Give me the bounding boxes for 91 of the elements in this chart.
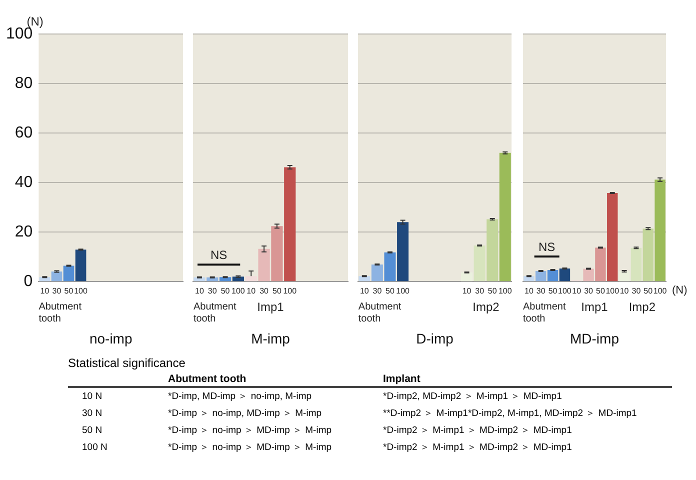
x-tick-label: 100 [283,286,298,296]
bar [499,152,511,282]
x-tick-label: 10 [360,286,370,296]
x-tick-label: 50 [644,286,654,296]
text: *D-imp2 ＞ M-imp1 ＞ MD-imp2 ＞ MD-imp1 [383,441,573,455]
x-tick-label: 100 [396,286,410,296]
x-axis-title: M-imp [251,330,290,346]
bar [371,264,383,282]
text: Statistical significance [68,356,186,370]
x-tick-label: 100 [232,286,246,296]
text: 100 N [81,441,108,455]
bar [654,180,666,282]
x-tick-label: 30 [584,286,594,296]
text: Abutment tooth [38,301,82,324]
x-tick-label: 100 [74,286,88,296]
x-tick-label: 30 [536,286,546,296]
x-tick-label: 10 [572,286,582,296]
bar [51,271,62,282]
bar [642,228,654,282]
text: *D-imp, MD-imp ＞ no-imp, M-imp [168,390,313,404]
bar [524,276,534,282]
bar [559,268,570,282]
x-tick-label: 100 [653,286,668,296]
x-tick-label: 10 [40,286,50,296]
x-axis-title: D-imp [416,330,454,346]
bar [630,248,642,282]
text: Implant [383,372,672,387]
x-tick-label: 30 [260,286,270,296]
text: *D-imp2, MD-imp2 ＞ M-imp1 ＞ MD-imp1 [383,390,563,404]
x-tick-label: 50 [272,286,282,296]
text: Imp2 [472,300,500,314]
text: Imp1 [257,300,284,314]
text: Imp2 [628,300,656,314]
y-axis-title: (N) [26,14,44,28]
text: 50 N [81,424,104,438]
x-tick-label: 10 [195,286,204,296]
text: (N) [672,284,688,297]
x-tick-label: 50 [386,286,395,296]
bar [547,270,558,282]
x-tick-label: 50 [220,286,230,296]
text: Abutment tooth [168,372,383,387]
bar [258,248,270,282]
text: Imp1 [581,300,608,314]
x-tick-label: 100 [498,286,512,296]
text: *D-imp ＞ no-imp, MD-imp ＞ M-imp [168,407,323,421]
text: Abutment tooth [193,301,236,324]
text: 30 N [81,407,104,421]
annotation: NS [538,240,556,254]
bar [284,167,296,282]
x-tick-label: 100 [606,286,620,296]
text: *D-imp2 ＞ M-imp1 ＞ MD-imp2 ＞ MD-imp1 [383,424,573,438]
text: *D-imp ＞ no-imp ＞ MD-imp ＞ M-imp [168,424,333,438]
x-tick-label: 10 [462,286,472,296]
y-tick-label: 40 [14,174,33,191]
text: 10 N [81,390,104,404]
y-tick-label: 20 [14,223,33,240]
bar [397,222,409,282]
text: Abutment tooth [522,301,566,324]
x-tick-label: 50 [548,286,558,296]
bar [607,192,618,282]
y-tick-label: 60 [14,124,33,142]
annotation: NS [210,248,228,262]
x-axis-title: no-imp [89,330,132,346]
y-tick-label: 0 [24,273,33,290]
x-tick-label: 30 [52,286,62,296]
x-tick-label: 30 [632,286,642,296]
text: Abutment tooth [358,301,402,324]
bar [595,248,606,282]
bar [75,250,86,282]
bar [384,252,396,282]
bar [536,270,546,282]
x-tick-label: 50 [64,286,74,296]
x-axis-title: MD-imp [570,330,620,346]
bar [474,245,486,282]
text: *D-imp ＞ no-imp ＞ MD-imp ＞ M-imp [168,441,333,455]
x-tick-label: 30 [475,286,485,296]
bar [358,276,370,282]
x-tick-label: 10 [620,286,630,296]
x-tick-label: 100 [558,286,572,296]
x-tick-label: 10 [524,286,534,296]
y-tick-label: 80 [14,74,33,92]
x-tick-label: 30 [208,286,218,296]
text: **D-imp2 ＞ M-imp1*D-imp2, M-imp1, MD-imp2 ＞ MD-imp1 [383,407,638,421]
x-tick-label: 30 [372,286,382,296]
bar [486,219,498,282]
x-tick-label: 50 [488,286,498,296]
bar [583,268,594,282]
x-tick-label: 50 [596,286,606,296]
x-tick-label: 10 [246,286,256,296]
bar [271,226,283,282]
bar [63,266,74,282]
